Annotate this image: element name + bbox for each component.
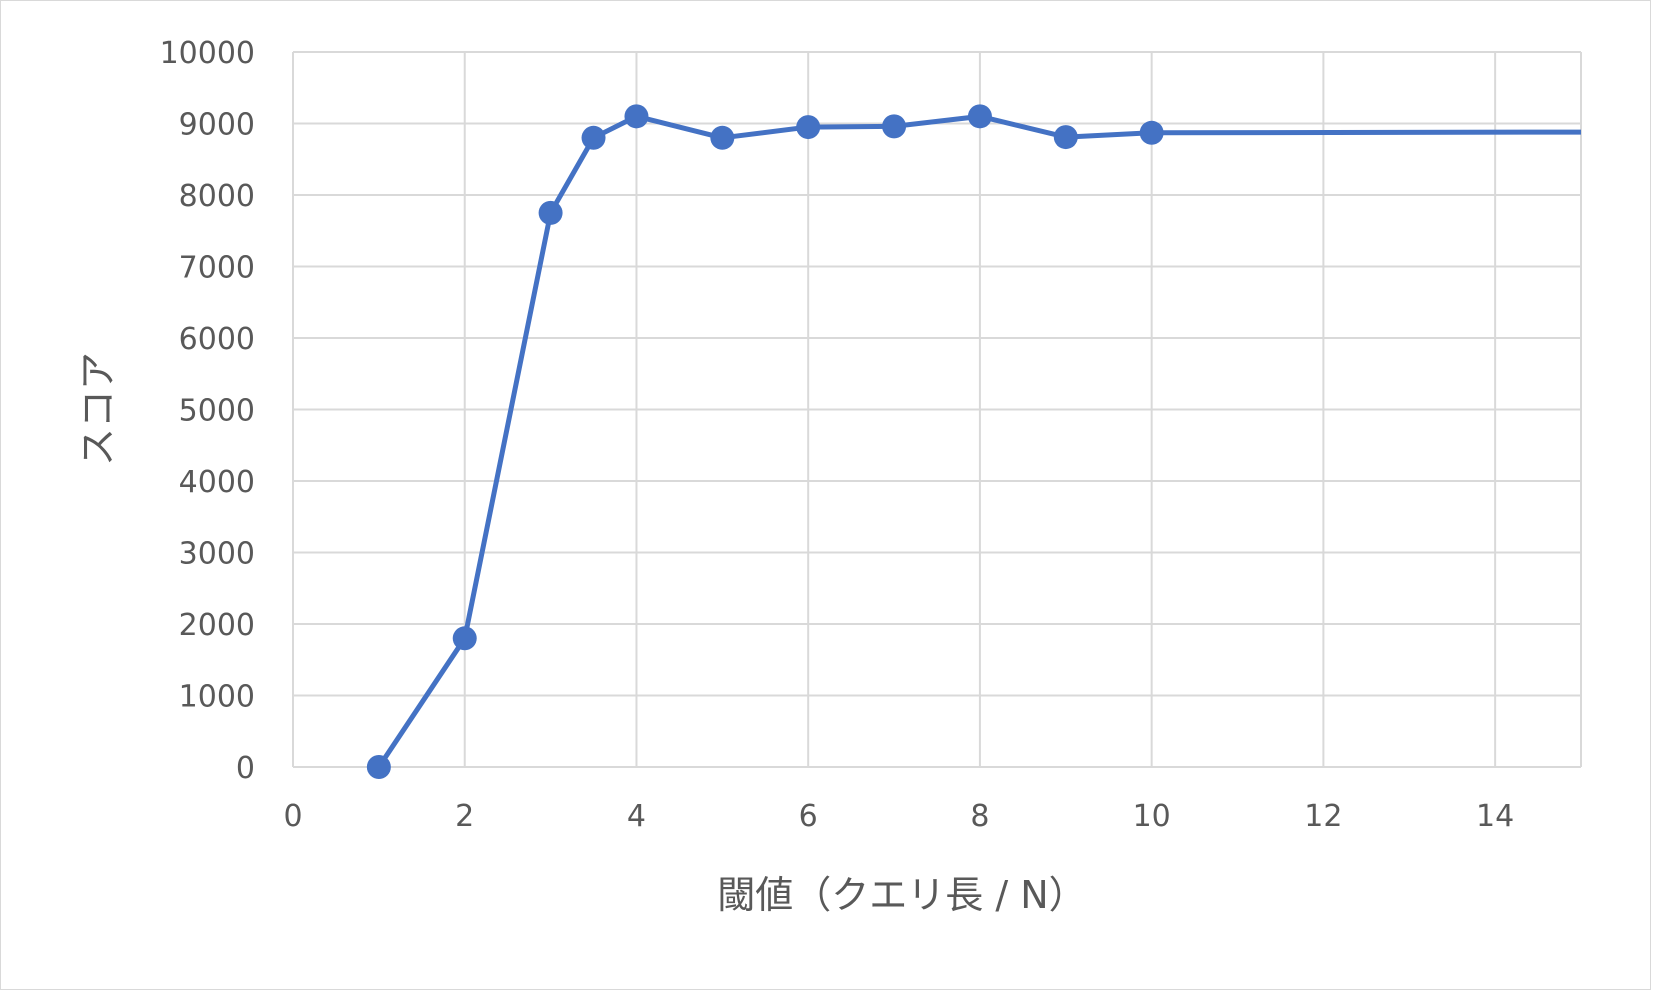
y-tick-label: 1000 <box>179 680 255 715</box>
data-point <box>882 114 907 139</box>
y-tick-label: 5000 <box>179 394 255 429</box>
x-tick-label: 0 <box>283 799 302 834</box>
data-point <box>1139 120 1164 145</box>
data-point <box>1053 125 1078 150</box>
data-point <box>796 115 821 140</box>
y-tick-label: 4000 <box>179 465 255 500</box>
data-point <box>452 626 477 651</box>
data-point <box>366 755 391 779</box>
y-axis-title: スコア <box>76 352 120 466</box>
x-tick-label: 14 <box>1476 799 1514 834</box>
x-axis-tick-labels: 0 2 4 6 8 10 12 14 <box>283 799 1514 834</box>
y-tick-label: 6000 <box>179 322 255 357</box>
data-point <box>967 104 992 129</box>
x-axis-title: 閾値（クエリ長 / N） <box>717 873 1086 917</box>
y-tick-label: 9000 <box>179 108 255 143</box>
x-tick-label: 10 <box>1133 799 1171 834</box>
data-point <box>624 104 649 129</box>
series-layer <box>366 104 1582 779</box>
x-tick-label: 6 <box>799 799 818 834</box>
x-tick-label: 8 <box>970 799 989 834</box>
gridlines <box>292 51 1582 768</box>
y-tick-label: 7000 <box>179 251 255 286</box>
y-tick-label: 0 <box>236 751 255 786</box>
data-point <box>581 125 606 150</box>
data-point <box>710 125 735 150</box>
data-point <box>538 200 563 225</box>
y-tick-label: 3000 <box>179 537 255 572</box>
y-tick-label: 8000 <box>179 179 255 214</box>
x-tick-label: 4 <box>627 799 646 834</box>
y-tick-label: 2000 <box>179 608 255 643</box>
x-tick-label: 12 <box>1304 799 1342 834</box>
y-axis-tick-labels: 0 1000 2000 3000 4000 5000 6000 7000 8000 9000 100… <box>160 36 255 786</box>
series-line <box>376 113 1582 769</box>
y-tick-label: 10000 <box>160 36 255 71</box>
x-tick-label: 2 <box>455 799 474 834</box>
